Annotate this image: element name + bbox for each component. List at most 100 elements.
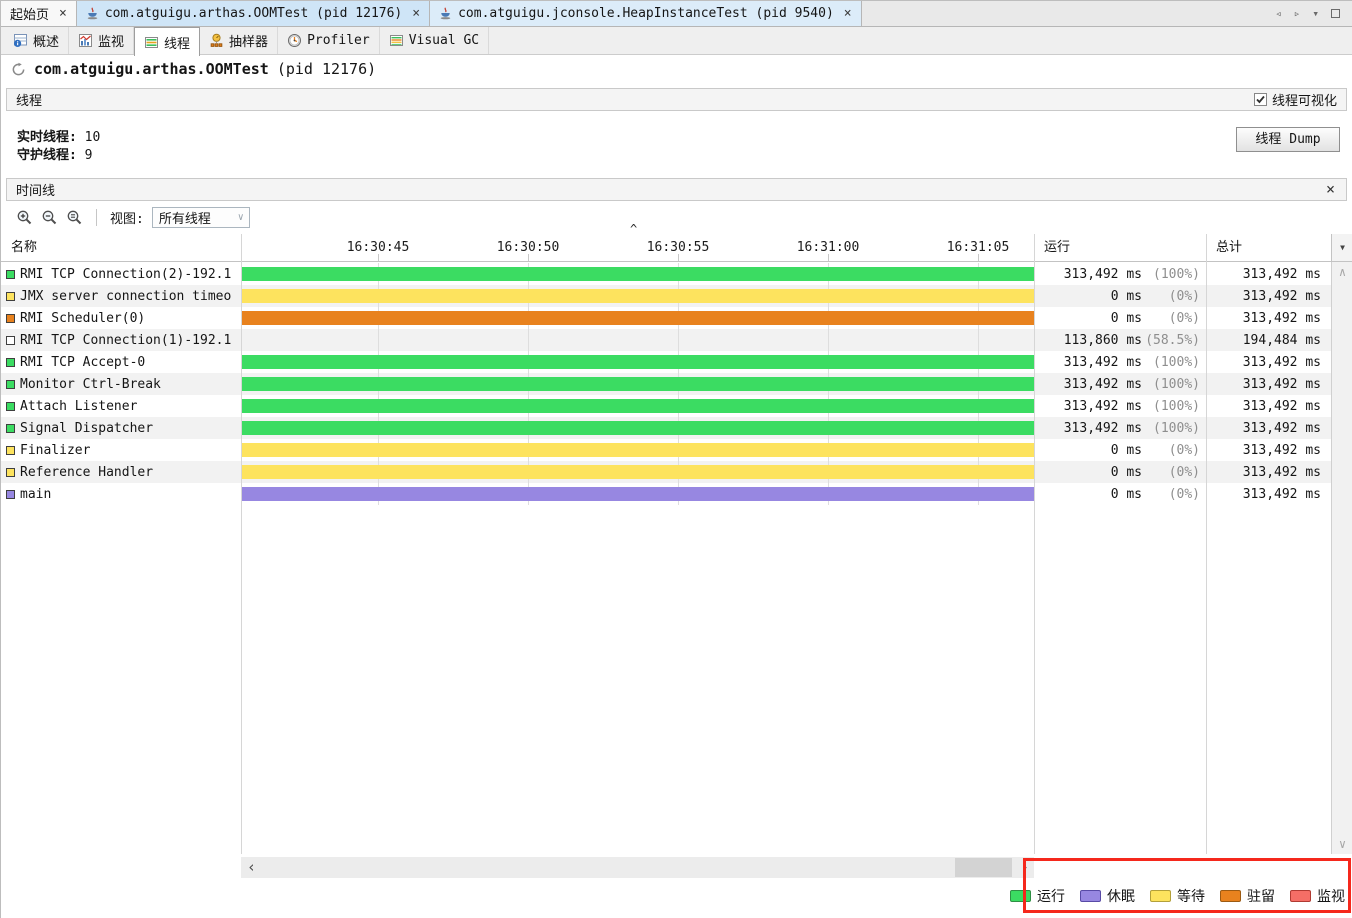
tab-threads[interactable]: 线程 (134, 27, 201, 56)
thread-running-percent: (100%) (1153, 354, 1200, 370)
thread-timeline-bar[interactable] (242, 465, 1034, 479)
legend-swatch (1010, 890, 1031, 902)
daemon-threads-value: 9 (84, 148, 93, 163)
thread-row[interactable]: RMI TCP Connection(1)-192.1 113,860 ms (58… (1, 329, 1331, 351)
thread-visualization-label: 线程可视化 (1271, 94, 1337, 109)
thread-name: RMI TCP Accept-0 (20, 354, 146, 370)
tab-start-page[interactable]: 起始页 × (1, 1, 77, 26)
scroll-tabs-left-icon[interactable]: ◃ (1275, 7, 1282, 20)
horizontal-scrollbar[interactable]: ‹ › (241, 857, 1034, 878)
thread-running-percent: (100%) (1153, 420, 1200, 436)
thread-row[interactable]: Reference Handler 0 ms (0%) 313,492 ms (1, 461, 1331, 483)
zoom-out-icon[interactable] (41, 209, 58, 226)
column-chooser-button[interactable]: ▼ (1331, 234, 1352, 262)
thread-timeline-bar[interactable] (242, 487, 1034, 501)
thread-running-cell: 0 ms (0%) (1034, 307, 1206, 329)
thread-visualization-checkbox[interactable] (1253, 93, 1267, 106)
tab-visualgc[interactable]: Visual GC (380, 27, 490, 54)
tab-heapinstancetest[interactable]: com.atguigu.jconsole.HeapInstanceTest (p… (430, 1, 862, 26)
thread-total-cell: 313,492 ms (1206, 439, 1331, 461)
threads-icon (144, 35, 159, 50)
thread-name-cell: Signal Dispatcher (1, 417, 241, 439)
tab-overview[interactable]: 概述 (4, 27, 70, 54)
thread-row[interactable]: JMX server connection timeo 0 ms (0%) 313,4… (1, 285, 1331, 307)
thread-name: RMI Scheduler(0) (20, 310, 146, 326)
thread-total-cell: 313,492 ms (1206, 483, 1331, 505)
thread-running-value: 0 ms (1110, 486, 1142, 502)
thread-timeline-bar[interactable] (242, 421, 1034, 435)
tab-close-icon[interactable]: × (412, 6, 421, 21)
tab-close-icon[interactable]: × (843, 6, 852, 21)
column-divider (1206, 234, 1207, 854)
scroll-tabs-right-icon[interactable]: ▹ (1293, 7, 1301, 20)
thread-row[interactable]: Monitor Ctrl-Break 313,492 ms (100%) 313,49… (1, 373, 1331, 395)
thread-state-swatch (6, 269, 15, 279)
thread-stats: 实时线程: 10 守护线程: 9 (17, 129, 100, 165)
tab-oomtest[interactable]: com.atguigu.arthas.OOMTest (pid 12176) × (76, 1, 431, 26)
scroll-left-icon[interactable]: ‹ (247, 858, 257, 876)
thread-row[interactable]: RMI TCP Accept-0 313,492 ms (100%) 313,492 … (1, 351, 1331, 373)
tab-close-icon[interactable]: × (59, 6, 67, 21)
thread-timeline-cell (241, 417, 1034, 439)
thread-timeline-bar[interactable] (242, 399, 1034, 413)
column-header-running[interactable]: 运行 (1044, 240, 1071, 255)
zoom-in-icon[interactable] (16, 209, 33, 226)
thread-total-value: 313,492 ms (1242, 420, 1321, 436)
scroll-right-icon[interactable]: › (1019, 858, 1029, 876)
maximize-icon[interactable] (1331, 9, 1340, 18)
process-title: com.atguigu.arthas.OOMTest (pid 12176) (11, 60, 376, 78)
thread-name-cell: Finalizer (1, 439, 241, 461)
scroll-down-icon[interactable]: ∨ (1338, 837, 1347, 851)
thread-timeline-bar[interactable] (242, 311, 1034, 325)
tab-oomtest-label: com.atguigu.arthas.OOMTest (pid 12176) (104, 6, 403, 21)
thread-row[interactable]: Signal Dispatcher 313,492 ms (100%) 313,492… (1, 417, 1331, 439)
thread-running-cell: 313,492 ms (100%) (1034, 395, 1206, 417)
timeline-close-icon[interactable]: × (1325, 180, 1335, 198)
scrollbar-thumb[interactable] (955, 858, 1012, 877)
thread-name: RMI TCP Connection(1)-192.1 (20, 332, 232, 348)
thread-running-value: 0 ms (1110, 310, 1142, 326)
thread-name: Reference Handler (20, 464, 154, 480)
tab-visualgc-label: Visual GC (408, 33, 480, 48)
thread-running-percent: (100%) (1153, 376, 1200, 392)
vertical-scrollbar[interactable]: ∧ ∨ (1331, 262, 1352, 854)
column-divider (1034, 234, 1035, 854)
column-header-name[interactable]: 名称 (11, 240, 38, 255)
thread-row[interactable]: RMI Scheduler(0) 0 ms (0%) 313,492 ms (1, 307, 1331, 329)
thread-row[interactable]: main 0 ms (0%) 313,492 ms (1, 483, 1331, 505)
thread-running-cell: 0 ms (0%) (1034, 285, 1206, 307)
tab-monitor[interactable]: 监视 (69, 27, 135, 54)
tab-sampler[interactable]: 抽样器 (200, 27, 279, 54)
thread-row[interactable]: RMI TCP Connection(2)-192.1 313,492 ms (10… (1, 263, 1331, 285)
thread-running-cell: 113,860 ms (58.5%) (1034, 329, 1206, 351)
thread-timeline-bar[interactable] (242, 355, 1034, 369)
tab-profiler[interactable]: Profiler (278, 27, 380, 54)
thread-running-value: 0 ms (1110, 464, 1142, 480)
thread-row[interactable]: Attach Listener 313,492 ms (100%) 313,492 m… (1, 395, 1331, 417)
thread-state-swatch (6, 313, 15, 323)
thread-state-swatch (6, 357, 15, 367)
tab-start-page-label: 起始页 (10, 8, 50, 23)
thread-total-value: 313,492 ms (1242, 442, 1321, 458)
thread-timeline-bar[interactable] (242, 289, 1034, 303)
thread-total-value: 313,492 ms (1242, 464, 1321, 480)
thread-timeline-bar[interactable] (242, 377, 1034, 391)
view-label: 视图: (110, 212, 144, 227)
time-tick-label: 16:30:50 (496, 240, 560, 255)
column-header-total[interactable]: 总计 (1216, 240, 1243, 255)
thread-running-value: 313,492 ms (1063, 376, 1142, 392)
thread-name-cell: Reference Handler (1, 461, 241, 483)
view-select[interactable]: 所有线程 ∨ (151, 207, 250, 228)
thread-name-cell: RMI TCP Connection(1)-192.1 (1, 329, 241, 351)
thread-name: Finalizer (20, 442, 91, 458)
thread-timeline-bar[interactable] (242, 443, 1034, 457)
zoom-fit-icon[interactable] (66, 209, 83, 226)
thread-dump-button[interactable]: 线程 Dump (1236, 127, 1340, 152)
legend-swatch (1220, 890, 1241, 902)
thread-name-cell: Monitor Ctrl-Break (1, 373, 241, 395)
tab-list-dropdown-icon[interactable]: ▾ (1312, 7, 1319, 20)
thread-row[interactable]: Finalizer 0 ms (0%) 313,492 ms (1, 439, 1331, 461)
thread-timeline-bar[interactable] (242, 267, 1034, 281)
scroll-up-icon[interactable]: ∧ (1338, 265, 1347, 279)
